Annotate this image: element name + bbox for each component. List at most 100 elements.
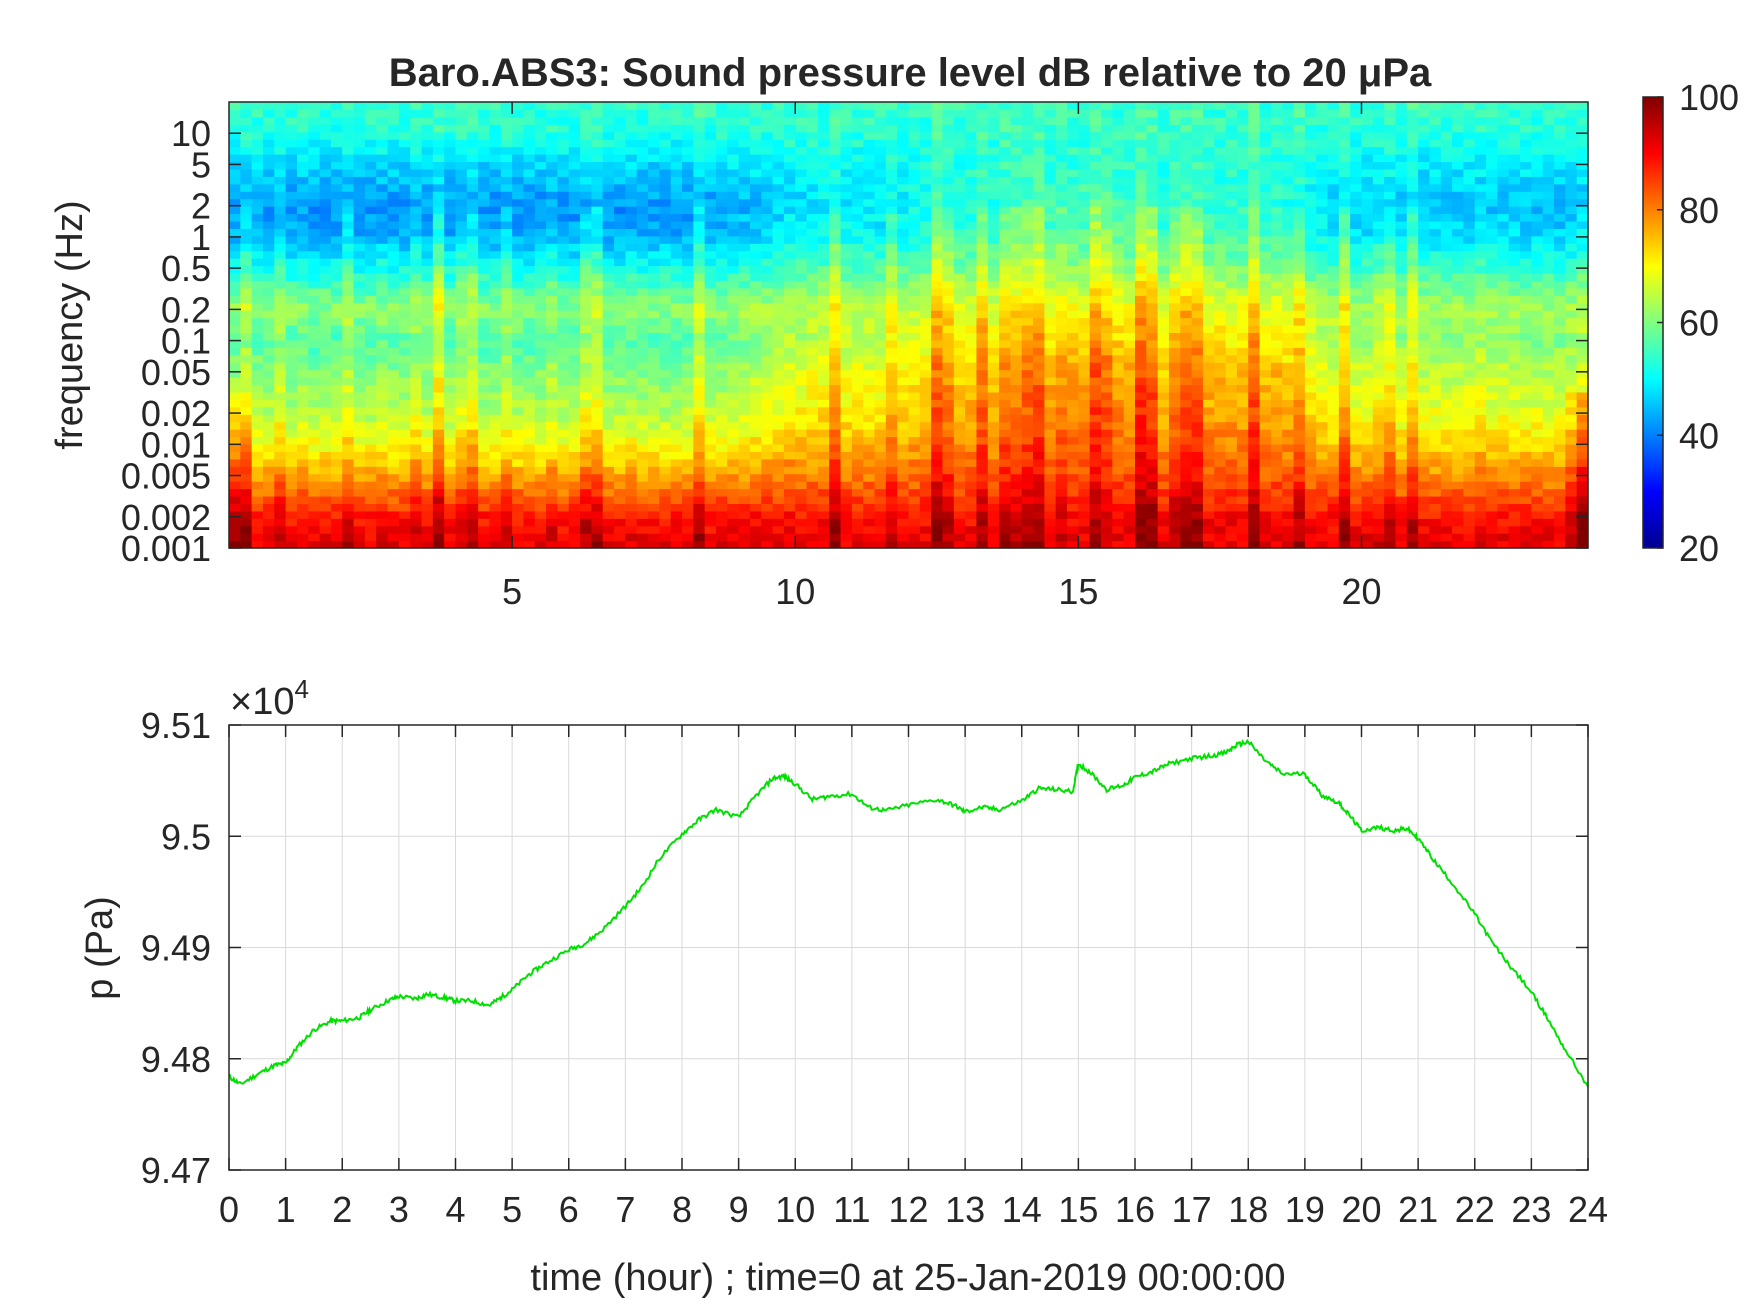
heatmap-cell [364, 384, 377, 393]
heatmap-cell [1055, 302, 1068, 311]
heatmap-cell [1157, 176, 1170, 185]
heatmap-cell [376, 384, 389, 393]
heatmap-cell [1044, 399, 1057, 408]
heatmap-cell [682, 243, 694, 252]
heatmap-cell [546, 540, 559, 549]
heatmap-cell [1055, 495, 1068, 504]
heatmap-cell [1078, 399, 1091, 408]
heatmap-cell [240, 377, 253, 386]
heatmap-cell [568, 124, 581, 133]
heatmap-cell [602, 228, 615, 237]
heatmap-cell [738, 295, 751, 304]
heatmap-cell [682, 213, 694, 222]
heatmap-cell [772, 473, 785, 482]
heatmap-cell [1157, 384, 1170, 393]
heatmap-cell [817, 295, 830, 304]
heatmap-cell [885, 362, 898, 371]
heatmap-cell [772, 339, 785, 348]
heatmap-cell [738, 102, 751, 111]
heatmap-cell [727, 109, 740, 118]
heatmap-cell [829, 302, 842, 311]
heatmap-cell [364, 510, 377, 519]
heatmap-cell [296, 116, 309, 125]
heatmap-cell [840, 317, 853, 326]
heatmap-cell [602, 131, 615, 140]
heatmap-cell [229, 503, 241, 512]
heatmap-cell [602, 451, 615, 460]
heatmap-cell [1089, 317, 1102, 326]
heatmap-cell [1146, 131, 1159, 140]
heatmap-cell [285, 109, 298, 118]
heatmap-cell [942, 458, 955, 467]
heatmap-cell [1112, 540, 1125, 549]
heatmap-cell [602, 302, 615, 311]
heatmap-cell [1157, 436, 1170, 445]
heatmap-cell [376, 414, 389, 423]
heatmap-cell [772, 124, 785, 133]
heatmap-cell [795, 518, 808, 527]
heatmap-cell [1157, 503, 1170, 512]
heatmap-cell [308, 377, 321, 386]
heatmap-cell [908, 146, 921, 155]
heatmap-cell [931, 265, 944, 274]
heatmap-cell [749, 302, 762, 311]
heatmap-cell [432, 168, 445, 177]
heatmap-cell [1021, 443, 1034, 452]
heatmap-cell [783, 540, 796, 549]
heatmap-cell [885, 154, 898, 163]
heatmap-cell [1021, 176, 1034, 185]
heatmap-cell [364, 473, 377, 482]
heatmap-cell [398, 525, 411, 534]
heatmap-cell [783, 139, 796, 148]
heatmap-cell [863, 102, 876, 111]
heatmap-cell [942, 102, 955, 111]
heatmap-cell [1089, 495, 1102, 504]
heatmap-cell [364, 265, 377, 274]
heatmap-cell [931, 243, 944, 252]
heatmap-cell [795, 102, 808, 111]
heatmap-cell [693, 540, 706, 549]
heatmap-cell [761, 540, 774, 549]
heatmap-cell [387, 124, 400, 133]
heatmap-cell [274, 310, 287, 319]
heatmap-cell [432, 198, 445, 207]
heatmap-cell [636, 436, 649, 445]
heatmap-cell [591, 228, 604, 237]
heatmap-cell [614, 510, 626, 519]
heatmap-cell [262, 362, 275, 371]
heatmap-cell [444, 473, 457, 482]
heatmap-cell [806, 473, 819, 482]
heatmap-cell [308, 384, 321, 393]
heatmap-cell [262, 347, 275, 356]
heatmap-cell [466, 466, 479, 475]
heatmap-cell [512, 139, 525, 148]
heatmap-cell [1089, 168, 1102, 177]
heatmap-cell [885, 429, 898, 438]
heatmap-cell [1078, 235, 1091, 244]
heatmap-cell [715, 102, 728, 111]
heatmap-cell [851, 518, 864, 527]
heatmap-cell [602, 473, 615, 482]
heatmap-cell [591, 154, 604, 163]
heatmap-cell [851, 503, 864, 512]
heatmap-cell [432, 213, 445, 222]
heatmap-cell [851, 369, 864, 378]
heatmap-cell [625, 406, 638, 415]
heatmap-cell [670, 488, 683, 497]
heatmap-cell [1067, 131, 1079, 140]
heatmap-cell [398, 295, 411, 304]
heatmap-cell [659, 466, 672, 475]
heatmap-cell [568, 347, 581, 356]
heatmap-cell [568, 154, 581, 163]
heatmap-cell [1044, 488, 1057, 497]
heatmap-cell [772, 154, 785, 163]
heatmap-cell [897, 102, 910, 111]
heatmap-cell [806, 406, 819, 415]
heatmap-cell [421, 198, 434, 207]
heatmap-cell [410, 206, 423, 215]
heatmap-cell [1168, 443, 1181, 452]
heatmap-cell [557, 206, 570, 215]
heatmap-cell [1123, 488, 1136, 497]
heatmap-cell [523, 451, 536, 460]
heatmap-cell [829, 250, 842, 259]
